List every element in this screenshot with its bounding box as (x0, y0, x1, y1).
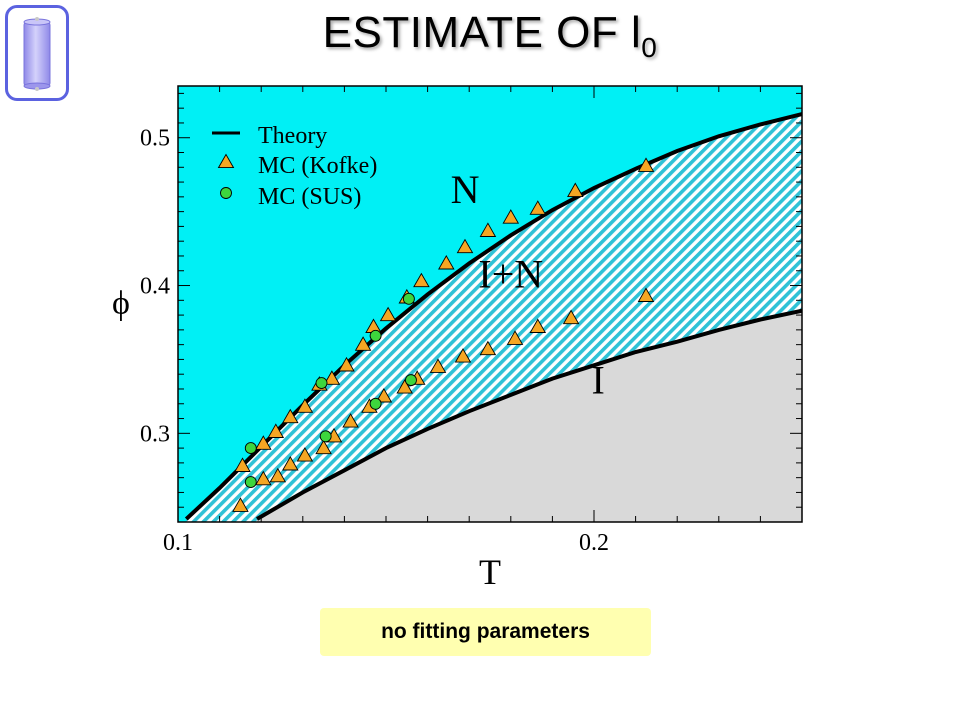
kofke-data-point (506, 330, 524, 345)
kofke-data-point (479, 340, 497, 356)
kofke-data-point (562, 309, 580, 325)
kofke-data-point (529, 318, 547, 333)
kofke-data-point (296, 447, 314, 462)
no-fitting-parameters-note: no fitting parameters (320, 608, 651, 656)
sus-data-point (369, 397, 382, 410)
sus-data-point (315, 377, 328, 390)
sus-data-point (319, 430, 332, 443)
kofke-data-point (375, 387, 393, 403)
kofke-data-point (438, 254, 455, 270)
kofke-data-point (315, 439, 332, 455)
kofke-data-point (255, 435, 272, 450)
kofke-data-point (255, 470, 272, 486)
legend-label: MC (Kofke) (258, 153, 377, 179)
region-label: I+N (478, 251, 543, 296)
y-tick-label: 0.3 (140, 421, 170, 447)
kofke-data-point (296, 398, 314, 413)
kofke-data-point (267, 423, 285, 438)
kofke-data-point (379, 306, 397, 322)
region-label: N (451, 167, 480, 212)
isotropic-region (257, 310, 802, 522)
sus-data-point (405, 374, 417, 387)
kofke-data-point (456, 238, 474, 254)
data-markers (232, 157, 655, 512)
x-tick-label: 0.1 (163, 530, 193, 556)
legend-label: MC (SUS) (258, 184, 361, 210)
kofke-data-point (637, 157, 655, 172)
kofke-data-point (479, 222, 497, 237)
legend-label: Theory (258, 123, 327, 149)
kofke-data-point (429, 358, 447, 373)
x-tick-label: 0.2 (579, 530, 609, 556)
sus-data-point (369, 329, 382, 342)
kofke-data-point (637, 287, 655, 302)
kofke-data-point (454, 348, 472, 363)
kofke-data-point (413, 272, 430, 288)
kofke-data-point (396, 379, 413, 394)
y-tick-label: 0.5 (140, 126, 170, 152)
kofke-data-point (282, 408, 299, 424)
y-tick-label: 0.4 (140, 274, 170, 300)
kofke-data-point (502, 209, 520, 224)
kofke-data-point (338, 356, 355, 372)
sus-data-point (244, 442, 257, 455)
y-axis-label: ϕ (112, 285, 130, 322)
legend-circle-swatch (220, 187, 232, 199)
slide-title: ESTIMATE OF l0 (0, 8, 960, 64)
capacitor-cylinder-icon (5, 5, 69, 101)
legend: Theory MC (Kofke) MC (SUS) (212, 123, 377, 210)
tick-labels: 0.1 0.2 0.3 0.4 0.5 (140, 126, 609, 556)
note-text: no fitting parameters (381, 620, 590, 643)
title-subscript: 0 (641, 32, 658, 63)
legend-triangle-swatch (217, 153, 235, 169)
kofke-data-point (234, 457, 251, 472)
region-labels: N I+N I (451, 167, 605, 403)
kofke-data-point (354, 336, 372, 351)
kofke-data-point (567, 182, 584, 198)
kofke-data-point (323, 370, 341, 385)
sus-data-point (244, 476, 257, 489)
x-axis-label: T (479, 552, 501, 592)
kofke-data-point (342, 413, 359, 428)
kofke-data-point (282, 455, 299, 471)
theory-upper-boundary (184, 112, 802, 521)
kofke-data-point (269, 467, 287, 483)
plot-frame (177, 85, 803, 523)
title-main: ESTIMATE OF l (322, 8, 642, 57)
kofke-data-point (232, 497, 249, 512)
kofke-data-point (529, 200, 547, 215)
theory-lower-boundary (255, 308, 802, 521)
region-label: I (591, 358, 604, 403)
sus-data-point (402, 292, 415, 305)
